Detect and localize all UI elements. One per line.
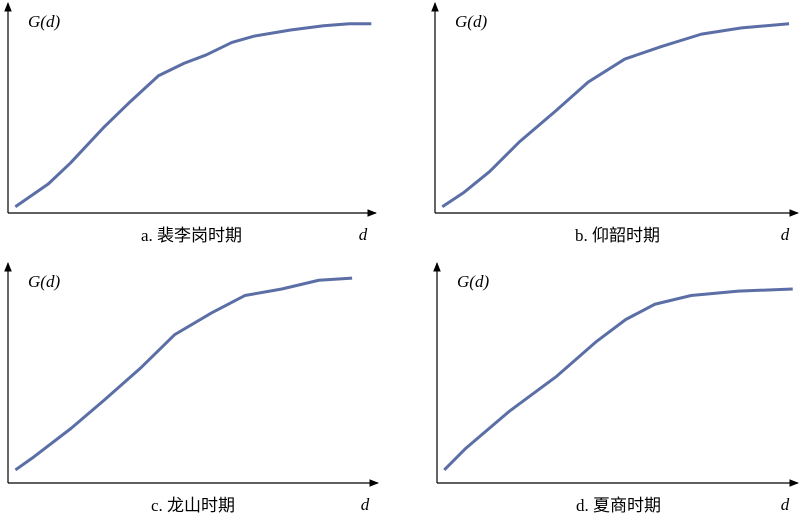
y-axis-label: G(d) (455, 12, 487, 31)
panel-caption: b. 仰韶时期 (575, 226, 660, 245)
curve (14, 22, 372, 208)
x-axis-label: d (781, 225, 790, 244)
curve (14, 276, 353, 472)
y-axis-label: G(d) (457, 272, 489, 291)
x-axis-label: d (361, 495, 370, 514)
y-axis-label: G(d) (28, 12, 60, 31)
curve (443, 287, 793, 471)
panel-caption: a. 裴李岗时期 (141, 226, 242, 245)
curve (441, 22, 790, 209)
x-axis-label: d (781, 495, 790, 514)
x-axis-label: d (359, 225, 368, 244)
y-axis-label: G(d) (28, 272, 60, 291)
panel-caption: c. 龙山时期 (151, 496, 235, 515)
panel-caption: d. 夏商时期 (576, 496, 661, 515)
